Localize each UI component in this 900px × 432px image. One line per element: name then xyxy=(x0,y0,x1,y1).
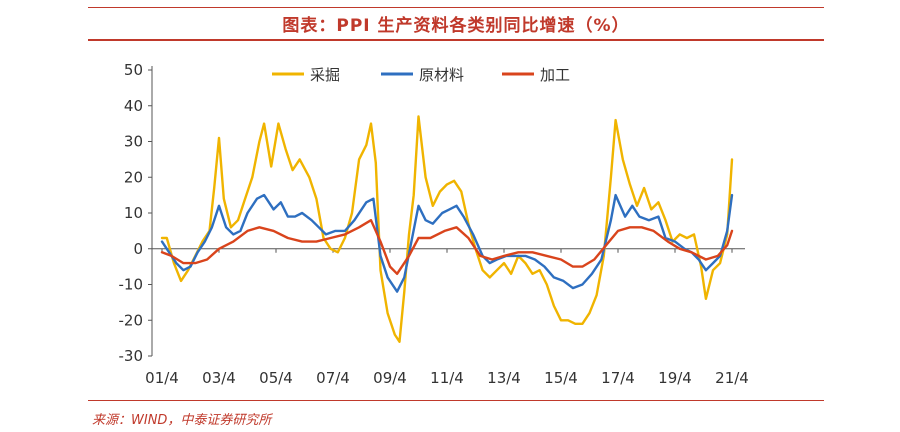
chart-title: 图表：PPI 生产资料各类别同比增速（%） xyxy=(282,16,630,36)
x-tick-label: 21/4 xyxy=(715,369,749,387)
y-axis-ticks: 50 40 30 20 10 0 -10 -20 -30 xyxy=(119,61,152,365)
legend-label-2: 加工 xyxy=(540,66,570,84)
title-bottom-rule xyxy=(88,39,824,41)
x-tick-label: 11/4 xyxy=(430,369,464,387)
source-note: 来源：WIND，中泰证券研究所 xyxy=(92,413,272,428)
title-top-rule xyxy=(88,7,824,8)
x-axis-ticks: 01/4 03/4 05/4 07/4 09/4 11/4 13/4 15/4 17/4 19/4… xyxy=(145,248,749,387)
legend-label-0: 采掘 xyxy=(310,66,340,84)
y-tick-label: 50 xyxy=(124,61,143,79)
x-tick-label: 13/4 xyxy=(487,369,521,387)
legend-label-1: 原材料 xyxy=(419,66,464,84)
y-tick-label: 40 xyxy=(124,97,143,115)
source-rule xyxy=(88,400,824,401)
x-tick-label: 01/4 xyxy=(145,369,179,387)
series-line-2 xyxy=(160,218,734,275)
x-tick-label: 09/4 xyxy=(373,369,407,387)
y-tick-label: -20 xyxy=(119,311,144,329)
x-tick-label: 05/4 xyxy=(259,369,293,387)
y-tick-label: 30 xyxy=(124,133,143,151)
x-tick-label: 19/4 xyxy=(658,369,692,387)
chart-series xyxy=(160,115,734,343)
series-line-1 xyxy=(160,193,734,293)
series-line-0 xyxy=(160,115,734,343)
y-tick-label: -30 xyxy=(119,347,144,365)
y-tick-label: -10 xyxy=(119,276,144,294)
x-tick-label: 07/4 xyxy=(316,369,350,387)
x-tick-label: 03/4 xyxy=(202,369,236,387)
x-tick-label: 17/4 xyxy=(601,369,635,387)
y-tick-label: 20 xyxy=(124,168,143,186)
chart-legend: 采掘 原材料 加工 xyxy=(272,66,570,84)
title-bar: 图表：PPI 生产资料各类别同比增速（%） xyxy=(88,0,824,41)
chart-axes xyxy=(151,66,745,356)
x-tick-label: 15/4 xyxy=(544,369,578,387)
y-tick-label: 10 xyxy=(124,204,143,222)
y-tick-label: 0 xyxy=(133,240,143,258)
